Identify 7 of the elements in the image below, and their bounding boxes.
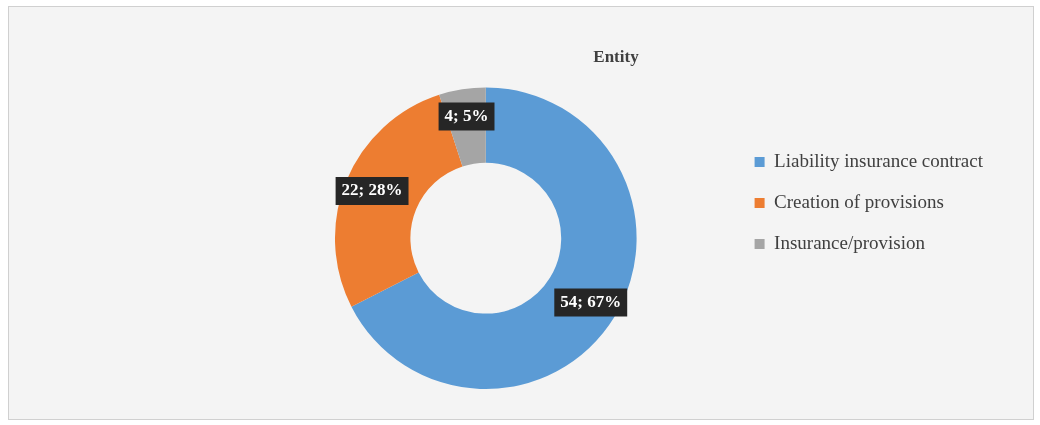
legend-label: Insurance/provision (774, 231, 926, 253)
legend-label: Creation of provisions (774, 190, 945, 212)
chart-title: Entity (593, 46, 640, 66)
legend-label: Liability insurance contract (774, 149, 984, 171)
data-label: 54; 67% (560, 291, 622, 311)
data-label: 4; 5% (444, 106, 489, 126)
data-label: 22; 28% (341, 180, 403, 200)
